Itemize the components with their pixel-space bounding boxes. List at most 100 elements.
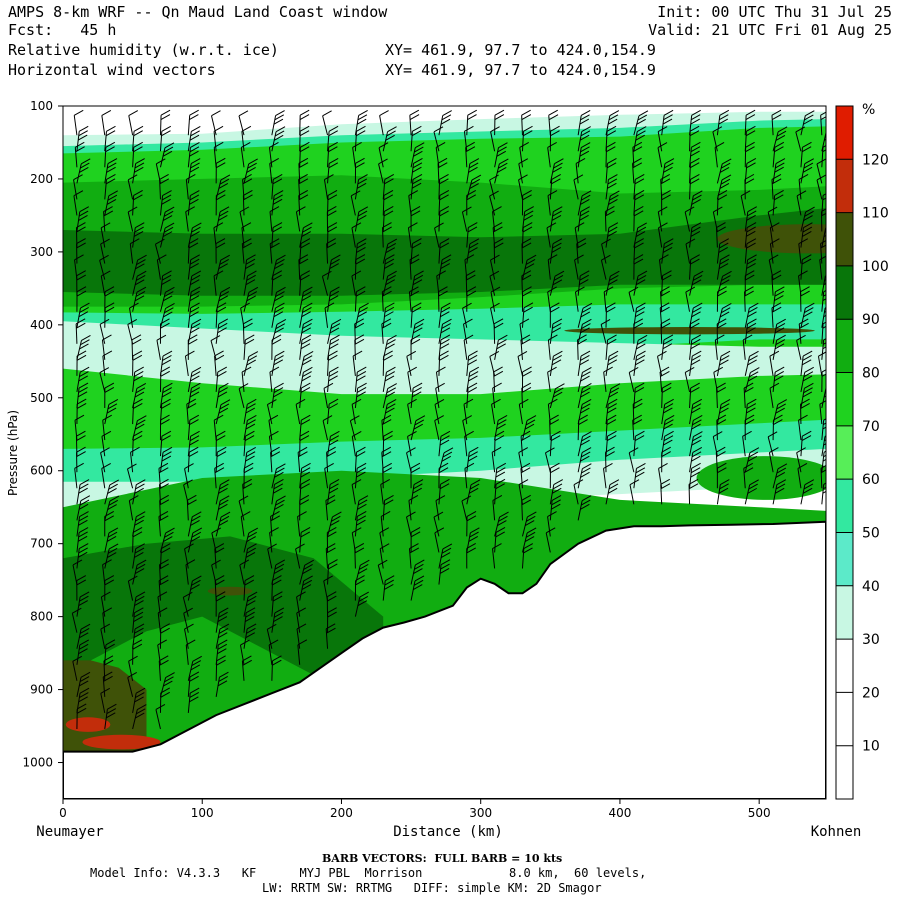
wind-barb xyxy=(547,511,557,537)
y-tick-label: 400 xyxy=(30,318,53,332)
wind-barb xyxy=(410,302,422,328)
wind-barb xyxy=(159,109,171,136)
wind-barb xyxy=(187,430,200,457)
y-tick-label: 500 xyxy=(30,391,53,405)
wind-barb xyxy=(327,350,338,376)
wind-barb xyxy=(689,157,700,184)
wind-barb xyxy=(463,125,474,152)
wind-barb xyxy=(493,238,504,264)
wind-barb xyxy=(407,431,417,457)
wind-barb xyxy=(381,318,392,344)
wind-barb xyxy=(132,158,145,184)
wind-barb xyxy=(577,431,592,457)
wind-barb xyxy=(156,334,167,360)
wind-barb xyxy=(99,318,110,344)
wind-barb xyxy=(549,206,563,232)
wind-barb xyxy=(632,414,643,441)
wind-barb xyxy=(187,270,202,296)
wind-barb xyxy=(184,623,194,649)
wind-barb xyxy=(744,141,755,168)
wind-barb xyxy=(821,482,826,505)
field-name-humidity: Relative humidity (w.r.t. ice) xyxy=(8,41,279,59)
wind-barb xyxy=(492,494,503,521)
wind-barb xyxy=(159,446,173,473)
wind-barb xyxy=(633,110,649,136)
wind-barb xyxy=(689,173,700,200)
wind-barb xyxy=(549,350,563,376)
y-tick-label: 800 xyxy=(30,610,53,624)
wind-barb xyxy=(800,286,810,312)
wind-barb xyxy=(215,623,230,649)
wind-barb xyxy=(577,206,590,232)
wind-barb xyxy=(661,446,671,473)
wind-barb xyxy=(491,398,501,425)
wind-barb xyxy=(354,366,367,393)
colorbar-label: 20 xyxy=(862,685,880,701)
wind-barb xyxy=(605,141,616,168)
wind-barb xyxy=(187,655,202,681)
wind-barb xyxy=(549,462,560,489)
y-axis-label: Pressure (hPa) xyxy=(6,410,20,496)
wind-barb xyxy=(743,382,754,409)
wind-barb xyxy=(270,510,281,537)
wind-barb xyxy=(327,559,338,585)
wind-barb xyxy=(99,367,110,393)
wind-barb xyxy=(438,559,451,585)
wind-barb xyxy=(577,447,592,473)
wind-barb xyxy=(549,494,562,521)
wind-barb xyxy=(661,270,672,296)
wind-barb xyxy=(462,318,473,344)
wind-barb xyxy=(215,302,227,328)
wind-barb xyxy=(354,286,366,312)
wind-barb xyxy=(714,334,725,360)
wind-barb xyxy=(689,318,700,344)
wind-barb xyxy=(689,350,702,376)
wind-barb xyxy=(493,318,504,344)
wind-barb xyxy=(549,238,563,264)
wind-barb xyxy=(238,383,249,409)
wind-barb xyxy=(633,318,644,344)
wind-barb xyxy=(685,286,696,312)
wind-barb xyxy=(104,527,119,553)
wind-barb xyxy=(772,366,785,393)
wind-barb xyxy=(549,383,565,409)
wind-barb xyxy=(101,334,112,360)
wind-barb xyxy=(574,286,585,312)
wind-barb xyxy=(410,462,421,489)
wind-barb xyxy=(243,543,257,569)
wind-barb xyxy=(243,398,257,425)
wind-barb xyxy=(466,158,480,184)
wind-barb xyxy=(821,289,826,312)
colorbar-label: 40 xyxy=(862,579,880,595)
wind-barb xyxy=(269,238,280,264)
wind-barb xyxy=(76,398,87,425)
wind-barb xyxy=(132,591,146,617)
rh-patch-3 xyxy=(65,717,111,732)
wind-barb xyxy=(327,157,339,184)
wind-barb xyxy=(382,350,393,376)
wind-barb xyxy=(742,334,753,360)
wind-barb xyxy=(132,366,144,393)
wind-barb xyxy=(772,463,788,489)
wind-barb xyxy=(493,366,504,392)
wind-barb xyxy=(159,302,175,328)
wind-barb xyxy=(382,238,398,264)
wind-barb xyxy=(157,591,168,617)
wind-barb xyxy=(327,511,342,537)
wind-barb xyxy=(104,479,120,505)
wind-barb xyxy=(187,671,200,697)
wind-barb xyxy=(435,366,446,393)
wind-barb xyxy=(129,302,139,328)
wind-barb xyxy=(463,334,474,360)
wind-barb xyxy=(354,302,369,328)
rh-patch-1 xyxy=(717,224,826,254)
wind-barb xyxy=(410,527,421,553)
wind-barb xyxy=(187,302,200,328)
wind-barb xyxy=(661,398,674,425)
wind-barb xyxy=(271,286,286,312)
wind-barb xyxy=(296,607,306,633)
wind-barb xyxy=(76,511,89,537)
wind-barb xyxy=(382,430,393,457)
wind-barb xyxy=(410,415,426,441)
wind-barb xyxy=(102,414,112,441)
